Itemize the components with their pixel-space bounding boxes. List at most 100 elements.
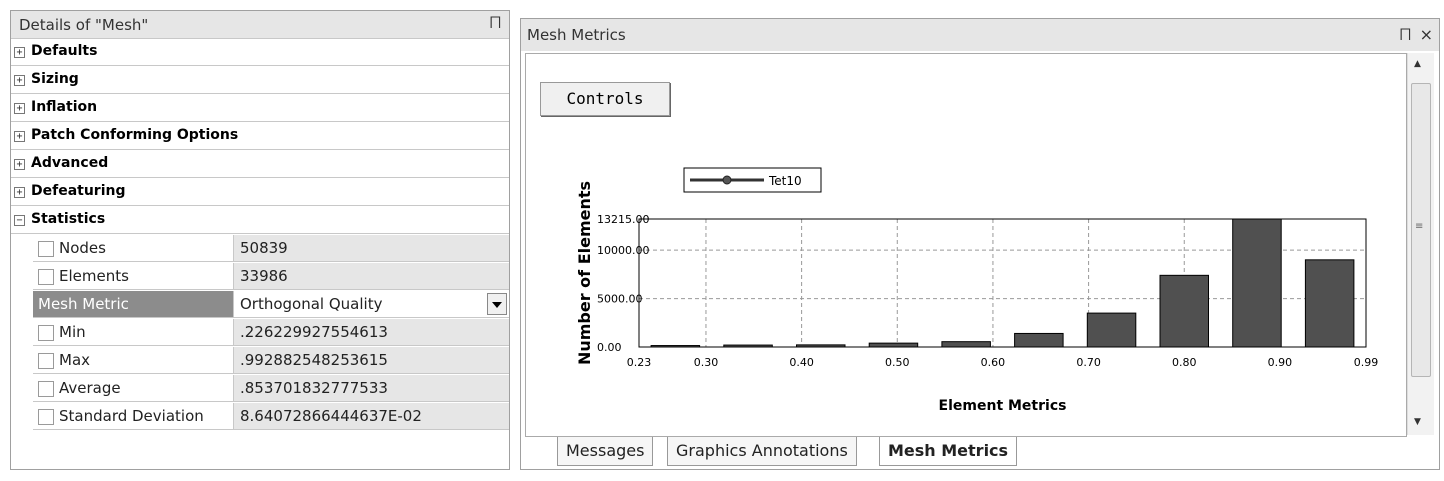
details-title: Details of "Mesh"	[19, 16, 149, 34]
y-tick-label: 5000.00	[597, 293, 643, 306]
stat-value: 50839	[234, 235, 509, 261]
stat-key: Average	[33, 375, 234, 401]
category-statistics[interactable]: − Statistics	[11, 207, 509, 234]
legend-label: Tet10	[768, 174, 802, 188]
category-label: Inflation	[31, 99, 98, 115]
scroll-up-icon[interactable]: ▲	[1414, 59, 1421, 69]
details-panel: Details of "Mesh" ⨅ + Defaults + Sizing + Inf…	[10, 10, 510, 470]
parameter-checkbox[interactable]	[38, 269, 54, 285]
category-advanced[interactable]: + Advanced	[11, 151, 509, 178]
x-tick-label: 0.90	[1268, 356, 1293, 369]
x-tick-label: 0.70	[1076, 356, 1101, 369]
x-tick-label: 0.40	[789, 356, 814, 369]
tab-mesh-metrics[interactable]: Mesh Metrics	[879, 437, 1018, 466]
stat-value-text: 33986	[240, 267, 288, 285]
expand-icon[interactable]: +	[14, 47, 25, 58]
pin-icon[interactable]: ⨅	[1399, 27, 1411, 43]
stat-value: .992882548253615	[234, 347, 509, 373]
grip-icon: ≡	[1415, 221, 1424, 232]
stat-row-standard-deviation[interactable]: Standard Deviation 8.64072866444637E-02	[33, 403, 509, 430]
chart-area: Controls 0.23 0.30 0.40 0.50 0.60 0.70 0.80 0.9…	[525, 53, 1407, 437]
tab-messages[interactable]: Messages	[557, 437, 654, 466]
stat-row-max[interactable]: Max .992882548253615	[33, 347, 509, 374]
stat-row-nodes[interactable]: Nodes 50839	[33, 235, 509, 262]
y-axis-label: Number of Elements	[575, 181, 594, 365]
x-tick-label: 0.60	[981, 356, 1006, 369]
stat-key-label: Standard Deviation	[59, 407, 204, 425]
stat-key-label: Average	[59, 379, 121, 397]
mesh-metrics-panel: Mesh Metrics ⨅ × Controls 0.23 0.30 0.40 0.…	[520, 18, 1440, 470]
stat-value: 8.64072866444637E-02	[234, 403, 509, 429]
category-label: Advanced	[31, 155, 109, 171]
mesh-metric-select[interactable]: Orthogonal Quality	[234, 291, 509, 317]
x-axis-label: Element Metrics	[939, 398, 1067, 414]
stat-key: Elements	[33, 263, 234, 289]
stat-key: Standard Deviation	[33, 403, 234, 429]
y-tick-label: 13215.00	[597, 213, 650, 226]
mesh-metrics-header: Mesh Metrics ⨅ ×	[521, 19, 1439, 51]
vertical-scrollbar[interactable]: ▲ ≡ ▼	[1407, 53, 1434, 435]
x-tick-label: 0.23	[627, 356, 652, 369]
scroll-thumb[interactable]	[1411, 83, 1431, 377]
stat-value-text: .226229927554613	[240, 323, 388, 341]
parameter-checkbox[interactable]	[38, 325, 54, 341]
stat-row-min[interactable]: Min .226229927554613	[33, 319, 509, 346]
histogram-bar	[1086, 312, 1137, 348]
collapse-icon[interactable]: −	[14, 215, 25, 226]
stat-key-label: Elements	[59, 267, 129, 285]
category-defeaturing[interactable]: + Defeaturing	[11, 179, 509, 206]
expand-icon[interactable]: +	[14, 131, 25, 142]
close-icon[interactable]: ×	[1419, 25, 1433, 44]
stat-row-average[interactable]: Average .853701832777533	[33, 375, 509, 402]
parameter-checkbox[interactable]	[38, 409, 54, 425]
x-tick-label: 0.30	[694, 356, 719, 369]
expand-icon[interactable]: +	[14, 75, 25, 86]
category-patch-conforming-options[interactable]: + Patch Conforming Options	[11, 123, 509, 150]
mesh-metrics-title: Mesh Metrics	[527, 26, 626, 44]
stat-value-text: .992882548253615	[240, 351, 388, 369]
parameter-checkbox[interactable]	[38, 241, 54, 257]
stat-key: Min	[33, 319, 234, 345]
parameter-checkbox[interactable]	[38, 381, 54, 397]
y-tick-label: 0.00	[597, 341, 622, 354]
controls-button[interactable]: Controls	[540, 82, 670, 116]
bottom-tabs: Messages Graphics Annotations Mesh Metrics	[521, 437, 1439, 471]
plot-border	[638, 218, 1367, 348]
category-inflation[interactable]: + Inflation	[11, 95, 509, 122]
category-defaults[interactable]: + Defaults	[11, 39, 509, 66]
histogram-bar	[1014, 332, 1064, 348]
stat-key-label: Mesh Metric	[38, 295, 129, 313]
stat-value-text: Orthogonal Quality	[240, 295, 383, 313]
stat-key: Max	[33, 347, 234, 373]
category-label: Defeaturing	[31, 183, 126, 199]
expand-icon[interactable]: +	[14, 159, 25, 170]
stat-value-text: 50839	[240, 239, 288, 257]
pin-icon[interactable]: ⨅	[489, 15, 501, 31]
histogram-bar	[1232, 218, 1282, 348]
histogram-bar	[868, 342, 919, 348]
dropdown-arrow-icon[interactable]	[487, 293, 507, 315]
details-header: Details of "Mesh" ⨅	[11, 11, 509, 39]
category-label: Patch Conforming Options	[31, 127, 239, 143]
stat-row-mesh-metric[interactable]: Mesh Metric Orthogonal Quality	[33, 291, 509, 318]
category-sizing[interactable]: + Sizing	[11, 67, 509, 94]
stat-key-label: Nodes	[59, 239, 106, 257]
x-tick-label: 0.99	[1354, 356, 1379, 369]
category-label: Statistics	[31, 211, 106, 227]
expand-icon[interactable]: +	[14, 187, 25, 198]
scroll-down-icon[interactable]: ▼	[1414, 417, 1421, 427]
legend-marker	[722, 175, 732, 185]
histogram-bar	[1159, 274, 1209, 348]
parameter-checkbox[interactable]	[38, 353, 54, 369]
stat-key: Mesh Metric	[33, 291, 234, 317]
expand-icon[interactable]: +	[14, 103, 25, 114]
category-label: Sizing	[31, 71, 79, 87]
stat-value: 33986	[234, 263, 509, 289]
stat-row-elements[interactable]: Elements 33986	[33, 263, 509, 290]
y-tick-label: 10000.00	[597, 244, 650, 257]
histogram-chart: 0.23 0.30 0.40 0.50 0.60 0.70 0.80 0.90 0.99 0.00…	[575, 167, 1379, 414]
x-tick-label: 0.50	[885, 356, 910, 369]
stat-key: Nodes	[33, 235, 234, 261]
histogram-bar	[941, 341, 991, 348]
tab-graphics-annotations[interactable]: Graphics Annotations	[667, 437, 857, 466]
